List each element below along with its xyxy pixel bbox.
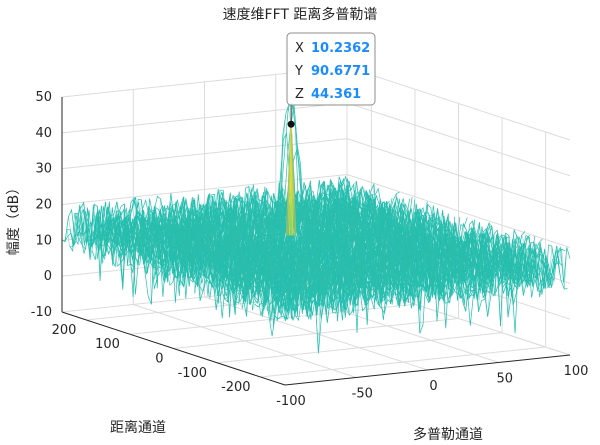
surface-col (311, 179, 536, 288)
x-tick-label: -100 (276, 394, 306, 409)
y-tick-label: -100 (178, 366, 208, 381)
data-tip-key: X (295, 41, 304, 56)
grid-line-z (61, 102, 571, 177)
surface-col (189, 205, 414, 306)
y-tick-label: 0 (155, 352, 163, 367)
surface-col (93, 205, 318, 317)
surface-col (247, 191, 471, 312)
surface-col (324, 181, 548, 297)
data-tip[interactable]: X 10.2362 Y 90.6771 Z 44.361 (286, 32, 376, 128)
x-tick-label: 50 (497, 372, 514, 387)
x-axis-label: 多普勒通道 (413, 426, 483, 443)
z-tick-label: 50 (35, 90, 52, 105)
y-axis-line (61, 311, 286, 386)
grid-line-y-floor (217, 332, 503, 364)
grid-line-y-floor (129, 303, 415, 335)
surface-col (317, 181, 542, 292)
z-tick-label: 20 (35, 198, 52, 213)
surface-peak (291, 133, 297, 236)
y-tick-label: -200 (221, 380, 251, 395)
surface-col (285, 185, 510, 292)
data-tip-key: Z (295, 87, 304, 102)
surface-mesh (61, 102, 571, 354)
data-tip-key: Y (294, 64, 303, 79)
surface-col (343, 180, 568, 290)
data-tip-value: 44.361 (311, 87, 361, 102)
z-tick-label: 0 (44, 269, 52, 284)
data-tip-box[interactable] (286, 32, 376, 106)
grid-line-y-floor (260, 346, 546, 378)
z-tick-label: 40 (35, 126, 52, 141)
x-tick-label: 100 (564, 364, 589, 379)
surface-col (209, 183, 433, 334)
surface-col (266, 187, 491, 300)
surface-row (279, 248, 566, 354)
data-tip-value: 90.6771 (311, 64, 370, 79)
x-axis-line (284, 354, 571, 386)
axes-front-edges (61, 97, 571, 386)
grid-line-y-floor (173, 318, 459, 349)
z-tick-label: 10 (35, 233, 52, 248)
chart-title: 速度维FFT 距离多普勒谱 (223, 6, 378, 23)
x-tick-label: -50 (352, 387, 373, 402)
z-tick-label: 30 (35, 162, 52, 177)
data-tip-marker[interactable] (287, 120, 295, 128)
z-tick-label: -10 (31, 305, 52, 320)
z-axis-label: 幅度（dB） (6, 181, 22, 256)
x-tick-label: 0 (429, 379, 437, 394)
surface-col (80, 202, 305, 317)
y-tick-label: 200 (52, 323, 77, 338)
y-tick-label: 100 (95, 337, 120, 352)
y-axis-label: 距离通道 (110, 419, 166, 436)
surface-col (170, 193, 395, 315)
surface-col (228, 196, 452, 301)
data-tip-value: 10.2362 (311, 41, 370, 56)
surface-col (106, 201, 331, 323)
surface-col (183, 197, 407, 306)
